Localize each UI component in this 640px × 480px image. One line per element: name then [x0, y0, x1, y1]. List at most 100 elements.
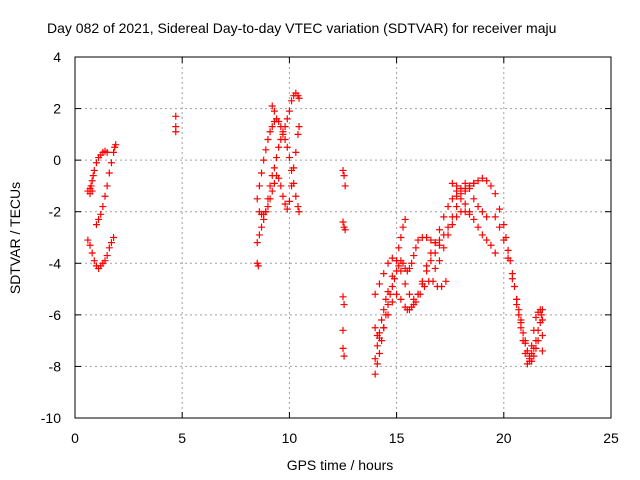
data-point: [444, 231, 452, 239]
data-point: [380, 324, 388, 332]
data-point: [266, 195, 274, 203]
data-point: [262, 208, 270, 216]
data-point: [470, 179, 478, 187]
data-point: [405, 290, 413, 298]
data-point: [110, 234, 118, 241]
data-point: [453, 182, 461, 190]
data-point: [283, 115, 291, 123]
data-point: [103, 148, 111, 156]
y-tick-label: -2: [49, 204, 62, 220]
data-point: [277, 123, 285, 131]
data-point: [339, 293, 347, 301]
data-point: [388, 282, 396, 290]
data-point: [496, 205, 504, 213]
chart-title: Day 082 of 2021, Sidereal Day-to-day VTE…: [47, 20, 556, 36]
data-point: [294, 130, 302, 138]
data-point: [526, 357, 534, 365]
data-point: [99, 203, 107, 211]
data-point: [268, 123, 276, 131]
data-point: [262, 146, 270, 154]
data-point: [431, 239, 439, 247]
data-point: [408, 259, 416, 267]
data-point: [399, 259, 407, 267]
data-point: [487, 241, 495, 249]
data-point: [461, 200, 469, 208]
data-point: [103, 182, 111, 190]
data-point: [414, 236, 422, 244]
data-point: [393, 257, 401, 265]
data-point: [384, 301, 392, 309]
data-point: [457, 190, 465, 198]
data-point: [496, 223, 504, 231]
data-point: [504, 254, 512, 262]
data-point: [435, 226, 443, 234]
data-point: [401, 280, 409, 288]
data-point: [292, 192, 300, 200]
data-point: [88, 177, 96, 185]
y-axis-title: SDTVAR / TECUs: [7, 182, 23, 294]
data-point: [373, 342, 381, 350]
data-point: [292, 148, 300, 156]
data-point: [285, 197, 293, 205]
data-point: [290, 164, 298, 172]
data-point: [341, 182, 349, 190]
data-point: [105, 169, 113, 177]
data-point: [339, 166, 347, 174]
data-point: [435, 257, 443, 265]
data-point: [431, 249, 439, 257]
data-point: [258, 169, 266, 177]
data-point: [521, 350, 529, 358]
data-point: [388, 272, 396, 280]
data-point: [86, 241, 94, 249]
data-point: [270, 164, 278, 172]
x-tick-label: 5: [178, 430, 186, 446]
data-point: [538, 316, 546, 324]
data-point: [408, 303, 416, 311]
data-point: [339, 326, 347, 334]
data-point: [84, 236, 92, 244]
data-point: [87, 182, 95, 190]
data-point: [253, 195, 261, 203]
data-point: [254, 262, 262, 270]
data-point: [107, 159, 115, 167]
data-point: [275, 117, 283, 125]
data-point: [461, 179, 469, 187]
data-point: [371, 370, 379, 378]
data-point: [107, 239, 115, 247]
data-point: [371, 355, 379, 363]
data-point: [388, 254, 396, 262]
data-point: [340, 352, 348, 360]
data-point: [440, 213, 448, 221]
data-point: [339, 218, 347, 226]
data-point: [429, 277, 437, 285]
data-point: [384, 259, 392, 267]
data-point: [444, 203, 452, 211]
data-point: [88, 187, 96, 195]
data-point: [294, 203, 302, 211]
x-axis-title: GPS time / hours: [287, 457, 394, 473]
y-tick-label: -8: [49, 358, 62, 374]
data-point: [295, 208, 303, 216]
data-point: [258, 223, 266, 231]
data-point: [420, 282, 428, 290]
data-point: [453, 203, 461, 211]
data-point: [380, 270, 388, 278]
data-point: [423, 267, 431, 275]
data-point: [412, 244, 420, 252]
axis-ticks: 0 5 10 15 20 25 -10 -8 -6 -4 -2 0 2 4: [41, 49, 619, 446]
data-point: [465, 185, 473, 193]
data-point: [538, 347, 546, 355]
data-point: [442, 277, 450, 285]
data-point: [266, 128, 274, 136]
data-point: [435, 241, 443, 249]
data-point: [453, 213, 461, 221]
data-point: [279, 192, 287, 200]
data-point: [478, 208, 486, 216]
data-point: [112, 141, 120, 149]
data-point: [101, 257, 109, 265]
data-point: [92, 159, 100, 167]
data-point: [438, 282, 446, 290]
data-point: [90, 257, 98, 265]
data-point: [375, 334, 383, 342]
data-point: [273, 154, 281, 162]
